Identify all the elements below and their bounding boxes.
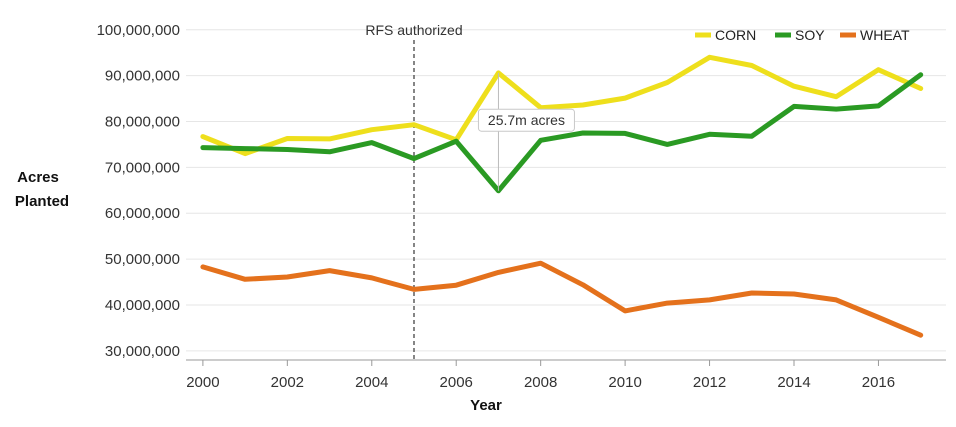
x-tick-label: 2010	[608, 374, 641, 391]
x-tick-label: 2004	[355, 374, 388, 391]
series-line-soy	[200, 72, 924, 194]
x-tick-label: 2000	[186, 374, 219, 391]
y-tick-label: 60,000,000	[105, 205, 180, 222]
reference-line-group: RFS authorized	[365, 22, 463, 360]
x-tick-label: 2008	[524, 374, 557, 391]
x-tick-label: 2016	[862, 374, 895, 391]
series-line-wheat	[200, 260, 924, 338]
series-line-corn	[200, 54, 924, 157]
y-axis-title-line-1: Acres	[17, 169, 59, 186]
grid-lines	[186, 29, 946, 352]
y-tick-label: 30,000,000	[105, 343, 180, 360]
y-tick-label: 40,000,000	[105, 297, 180, 314]
legend-label-soy: SOY	[795, 27, 825, 43]
annotation-group: 25.7m acres	[477, 72, 575, 191]
annotation-box	[477, 108, 575, 132]
y-tick-label: 70,000,000	[105, 159, 180, 176]
y-tick-label: 50,000,000	[105, 251, 180, 268]
x-axis-title: Year	[470, 397, 502, 414]
annotation-label: 25.7m acres	[488, 112, 565, 128]
y-axis-title-line-2: Planted	[15, 193, 69, 210]
y-tick-label: 90,000,000	[105, 68, 180, 85]
x-tick-label: 2006	[440, 374, 473, 391]
y-tick-label: 100,000,000	[97, 22, 180, 39]
legend-label-wheat: WHEAT	[860, 27, 910, 43]
reference-line-label: RFS authorized	[365, 22, 462, 38]
legend-label-corn: CORN	[715, 27, 756, 43]
x-tick-label: 2002	[271, 374, 304, 391]
x-tick-label: 2012	[693, 374, 726, 391]
axes: 30,000,000 40,000,000 50,000,000 60,000,000…	[97, 22, 946, 391]
y-tick-label: 80,000,000	[105, 113, 180, 130]
series-lines	[200, 54, 924, 338]
legend: CORN SOY WHEAT	[695, 27, 910, 43]
x-tick-label: 2014	[777, 374, 810, 391]
